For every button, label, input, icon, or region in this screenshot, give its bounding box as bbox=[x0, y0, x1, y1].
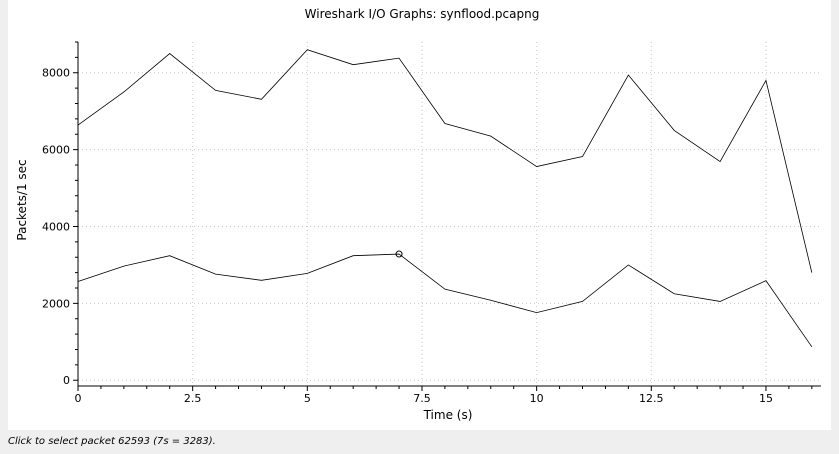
series-line-1[interactable] bbox=[77, 49, 813, 273]
axes: 0 2.5 5 7.5 10 12.5 15 0 2000 4000 6000 8000 bbox=[42, 41, 821, 405]
grid-lines bbox=[77, 42, 821, 386]
x-tick-label: 12.5 bbox=[639, 392, 664, 405]
series-line-2[interactable] bbox=[77, 253, 813, 348]
status-bar-text: Click to select packet 62593 (7s = 3283)… bbox=[8, 436, 216, 447]
y-axis-title: Packets/1 sec bbox=[15, 159, 29, 240]
y-tick-label: 2000 bbox=[42, 297, 70, 310]
x-tick-label: 15 bbox=[759, 392, 773, 405]
y-tick-label: 0 bbox=[63, 374, 70, 387]
y-tick-label: 6000 bbox=[42, 144, 70, 157]
y-tick-label: 4000 bbox=[42, 220, 70, 233]
x-tick-label: 5 bbox=[304, 392, 311, 405]
plot-panel[interactable]: Wireshark I/O Graphs: synflood.pcapng 0 2… bbox=[8, 0, 831, 430]
x-tick-label: 2.5 bbox=[184, 392, 202, 405]
series-lines[interactable] bbox=[77, 49, 813, 348]
chart-title: Wireshark I/O Graphs: synflood.pcapng bbox=[305, 7, 540, 21]
io-graph-chart[interactable]: Wireshark I/O Graphs: synflood.pcapng 0 2… bbox=[8, 0, 831, 430]
x-tick-label: 10 bbox=[530, 392, 544, 405]
x-tick-label: 7.5 bbox=[413, 392, 431, 405]
x-axis-title: Time (s) bbox=[423, 408, 473, 422]
x-tick-label: 0 bbox=[75, 392, 82, 405]
selected-point-marker[interactable] bbox=[395, 250, 403, 258]
y-tick-label: 8000 bbox=[42, 67, 70, 80]
